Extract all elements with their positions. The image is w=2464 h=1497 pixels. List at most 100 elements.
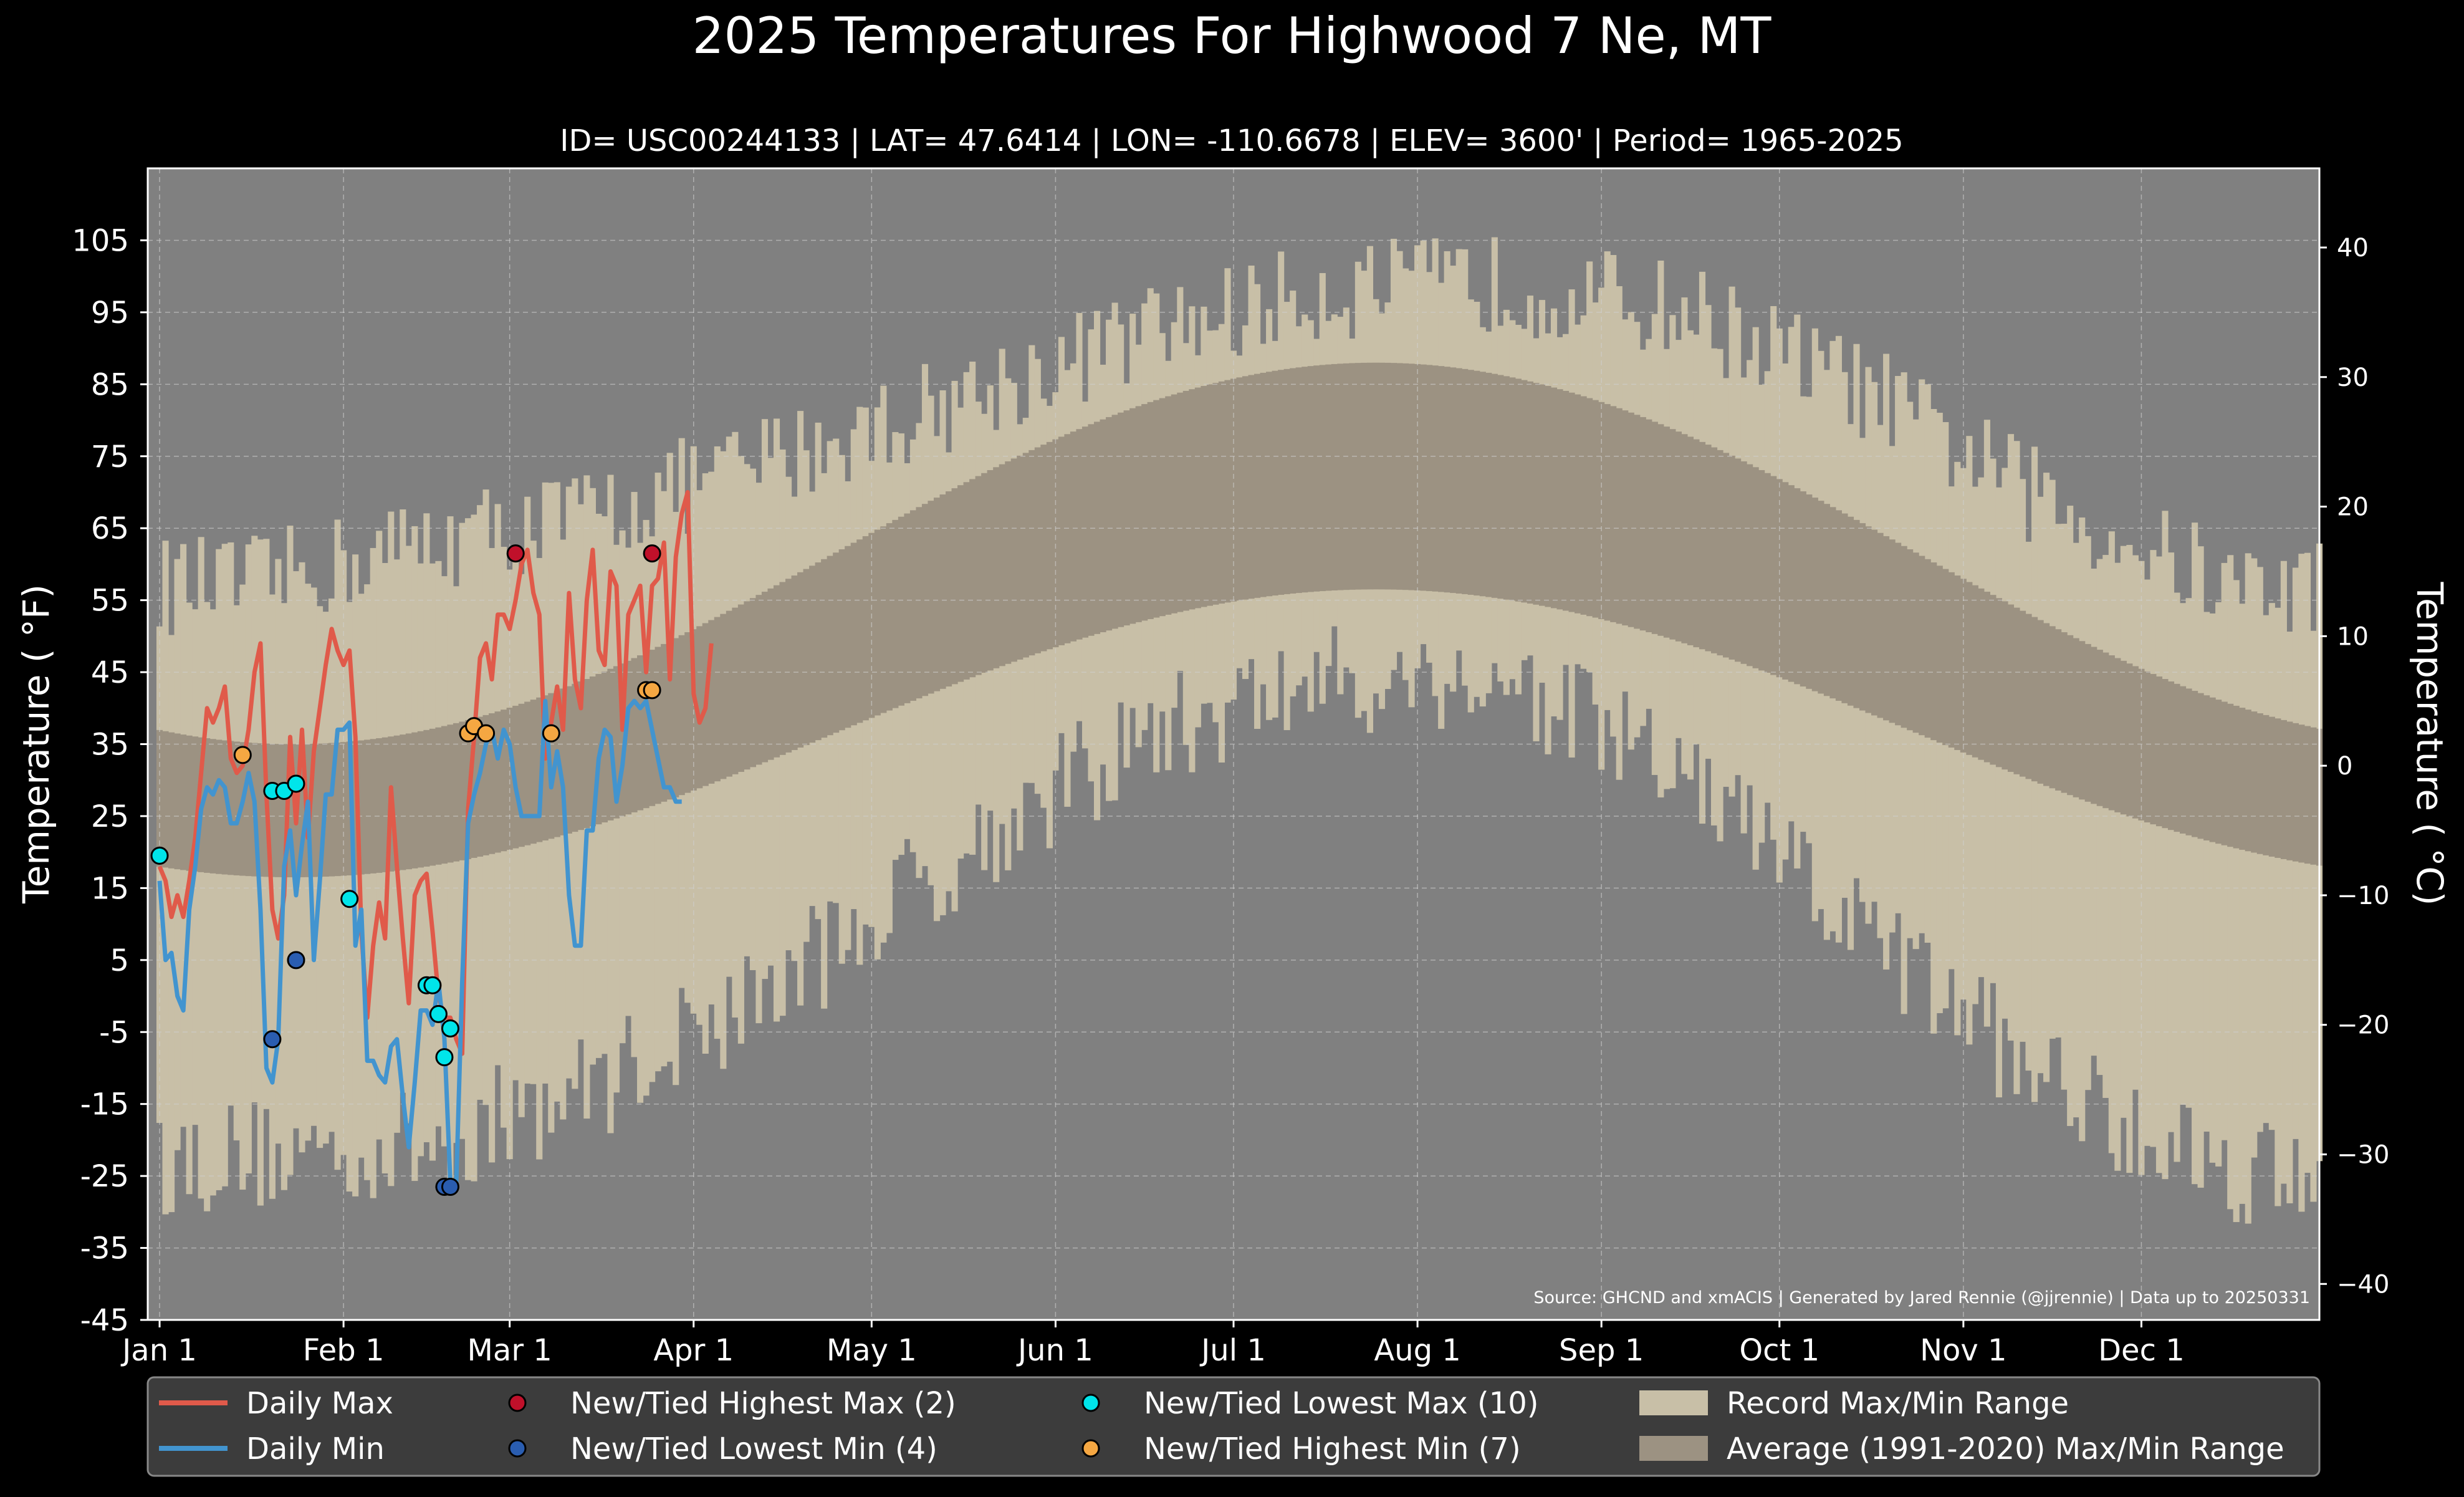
normal-range-bar bbox=[939, 494, 946, 689]
y-right-tick-label: 10 bbox=[2337, 622, 2369, 651]
normal-range-bar bbox=[1302, 367, 1308, 593]
normal-range-bar bbox=[524, 701, 531, 845]
normal-range-bar bbox=[951, 488, 958, 685]
normal-range-bar bbox=[1100, 419, 1106, 632]
legend-box bbox=[146, 1376, 2321, 1477]
record-range-bar bbox=[2061, 524, 2068, 1090]
normal-range-bar bbox=[821, 559, 828, 738]
normal-range-bar bbox=[1634, 415, 1641, 629]
normal-range-bar bbox=[1586, 398, 1593, 617]
record-range-bar bbox=[2203, 612, 2210, 1132]
record-range-bar bbox=[2185, 598, 2192, 1108]
normal-range-bar bbox=[2120, 660, 2127, 815]
normal-range-bar bbox=[560, 688, 567, 835]
normal-range-bar bbox=[269, 743, 276, 877]
normal-range-bar bbox=[2013, 607, 2020, 774]
normal-range-bar bbox=[1651, 421, 1658, 634]
x-tick-label: Jan 1 bbox=[120, 1333, 197, 1368]
normal-range-bar bbox=[1681, 434, 1688, 643]
normal-range-bar bbox=[2221, 701, 2228, 845]
normal-range-bar bbox=[1509, 377, 1516, 601]
normal-range-bar bbox=[1118, 412, 1124, 627]
x-tick-label: Apr 1 bbox=[653, 1333, 734, 1368]
normal-range-bar bbox=[1806, 494, 1813, 689]
normal-range-bar bbox=[856, 539, 863, 723]
normal-range-bar bbox=[381, 737, 388, 872]
normal-range-bar bbox=[2007, 604, 2015, 773]
normal-range-bar bbox=[376, 738, 383, 873]
normal-range-bar bbox=[845, 546, 851, 728]
normal-range-bar bbox=[180, 734, 187, 870]
normal-range-bar bbox=[2245, 710, 2251, 852]
y-right-tick-label: 0 bbox=[2337, 752, 2352, 781]
normal-range-bar bbox=[1515, 378, 1522, 602]
normal-range-bar bbox=[228, 741, 234, 875]
normal-range-bar bbox=[477, 716, 484, 857]
normal-range-bar bbox=[1313, 365, 1320, 592]
normal-range-bar bbox=[447, 724, 454, 863]
normal-range-bar bbox=[1070, 431, 1077, 642]
normal-range-bar bbox=[850, 542, 857, 726]
normal-range-bar bbox=[1859, 523, 1866, 711]
normal-range-bar bbox=[1877, 532, 1884, 718]
normal-range-bar bbox=[2197, 693, 2204, 839]
y-tick-label: -5 bbox=[99, 1015, 129, 1050]
normal-range-bar bbox=[245, 742, 252, 877]
normal-range-bar bbox=[1735, 458, 1742, 662]
y-axis-left-label: Temperature ( °F) bbox=[15, 584, 57, 904]
normal-range-bar bbox=[1841, 513, 1848, 703]
legend-marker-swatch bbox=[508, 1394, 527, 1412]
legend-label: Daily Min bbox=[246, 1432, 385, 1466]
normal-range-bar bbox=[1717, 450, 1723, 656]
normal-range-bar bbox=[1094, 421, 1101, 634]
normal-range-bar bbox=[767, 588, 774, 760]
normal-range-bar bbox=[1366, 362, 1373, 590]
normal-range-bar bbox=[494, 711, 501, 853]
normal-range-bar bbox=[643, 652, 650, 809]
normal-range-bar bbox=[1058, 436, 1065, 645]
normal-range-bar bbox=[1034, 447, 1041, 653]
y-tick-label: 95 bbox=[91, 296, 129, 330]
record-range-bar bbox=[2197, 546, 2204, 1188]
normal-range-bar bbox=[334, 742, 341, 877]
normal-range-bar bbox=[1538, 384, 1546, 606]
legend-patch-swatch bbox=[1639, 1390, 1708, 1415]
normal-range-bar bbox=[726, 610, 732, 777]
normal-range-bar bbox=[1776, 479, 1783, 678]
normal-range-bar bbox=[696, 626, 703, 789]
normal-range-bar bbox=[1052, 439, 1059, 648]
normal-range-bar bbox=[1290, 368, 1297, 594]
y-right-tick-label: 30 bbox=[2337, 363, 2369, 392]
new-lowest-max-marker bbox=[441, 1019, 459, 1037]
normal-range-bar bbox=[2132, 666, 2139, 819]
normal-range-bar bbox=[2126, 663, 2133, 817]
y-tick-label: 85 bbox=[91, 367, 129, 402]
normal-range-bar bbox=[2049, 626, 2056, 789]
normal-range-bar bbox=[1064, 434, 1071, 643]
normal-range-bar bbox=[1076, 429, 1083, 640]
y-tick-label: 55 bbox=[91, 584, 129, 619]
normal-range-bar bbox=[714, 617, 721, 782]
normal-range-bar bbox=[429, 728, 436, 866]
normal-range-bar bbox=[2192, 691, 2198, 837]
normal-range-bar bbox=[2019, 610, 2026, 777]
normal-range-bar bbox=[2304, 726, 2311, 864]
y-tick-label: -25 bbox=[80, 1159, 129, 1194]
plot-area: Source: GHCND and xmACIS | Generated by … bbox=[146, 167, 2323, 1321]
normal-range-bar bbox=[2310, 727, 2317, 865]
normal-range-bar bbox=[2251, 711, 2258, 853]
normal-range-bar bbox=[1568, 392, 1575, 612]
record-range-bar bbox=[2298, 554, 2305, 1212]
normal-range-bar bbox=[1022, 453, 1029, 658]
new-lowest-max-marker bbox=[435, 1048, 454, 1067]
record-range-bar bbox=[2263, 615, 2270, 1124]
normal-range-bar bbox=[1450, 367, 1457, 594]
normal-range-bar bbox=[761, 592, 769, 763]
normal-range-bar bbox=[328, 743, 335, 877]
new-lowest-min-marker bbox=[287, 951, 305, 970]
normal-range-bar bbox=[1966, 582, 1973, 755]
normal-range-bar bbox=[1017, 455, 1023, 660]
x-tick-label: Dec 1 bbox=[2098, 1333, 2185, 1368]
record-range-bar bbox=[649, 536, 656, 1082]
